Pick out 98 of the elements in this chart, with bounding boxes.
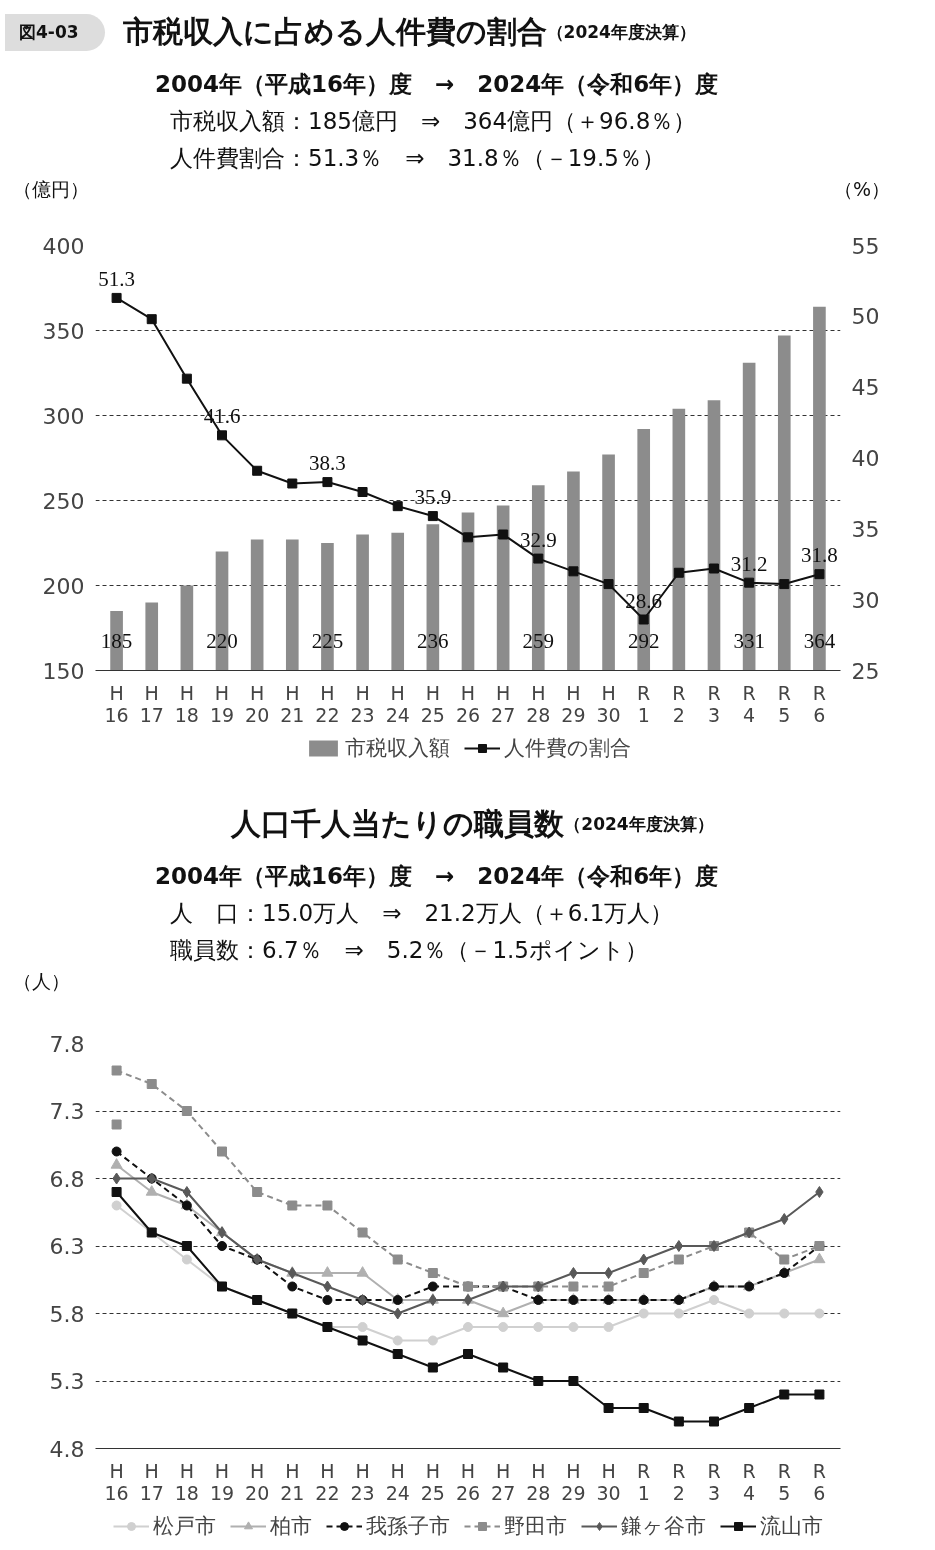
data-label: 220 — [206, 628, 238, 653]
data-label: 259 — [522, 628, 555, 653]
data-label: 31.8 — [801, 543, 838, 568]
x-tick-label: H 24 — [385, 681, 410, 726]
data-label: 236 — [417, 628, 449, 653]
text: 市税収入額：185億円 ⇒ 364億円（＋96.8％） — [170, 106, 698, 136]
x-tick-label: H 30 — [596, 1459, 621, 1504]
x-tick-label: H 18 — [174, 681, 199, 726]
text: 職員数：6.7％ ⇒ 5.2％（－1.5ポイント） — [170, 935, 649, 965]
data-label: 292 — [627, 628, 660, 653]
y2-axis-title: （%） — [833, 177, 890, 203]
caption: 図4-03 — [5, 14, 105, 51]
x-tick-label: H 23 — [350, 681, 375, 726]
y-axis-title: （億円） — [13, 177, 89, 203]
y2-tick-label: 35 — [851, 516, 880, 542]
legend-label: 人件費の割合 — [503, 735, 631, 762]
y2-tick-label: 50 — [851, 304, 880, 330]
y-tick-label: 150 — [42, 658, 85, 684]
y-tick-label: 4.8 — [49, 1436, 85, 1462]
chart-subtitle: （2024年度決算） — [564, 814, 714, 835]
x-tick-label: R 1 — [637, 681, 651, 726]
x-tick-label: H 19 — [209, 681, 235, 726]
text: 人件費割合：51.3％ ⇒ 31.8％（－19.5％） — [170, 143, 666, 173]
data-label: 32.9 — [519, 527, 557, 552]
data-label: 51.3 — [98, 266, 135, 291]
y-tick-label: 400 — [42, 233, 85, 259]
x-tick-label: R 6 — [812, 1459, 827, 1504]
chart-subtitle: （2024年度決算） — [546, 22, 696, 43]
y-tick-label: 350 — [42, 318, 85, 344]
y2-tick-label: 45 — [851, 375, 880, 401]
x-tick-label: H 22 — [315, 681, 340, 726]
data-label: 38.3 — [309, 451, 346, 476]
x-tick-label: R 5 — [777, 1459, 791, 1504]
y-tick-label: 6.8 — [49, 1166, 85, 1192]
chart-title: 人口千人当たりの職員数 — [231, 806, 565, 841]
y-tick-label: 7.3 — [49, 1099, 85, 1124]
chart-title: 市税収入に占める人件費の割合 — [122, 14, 547, 49]
x-tick-label: H 20 — [245, 1459, 270, 1504]
y2-tick-label: 30 — [851, 587, 880, 613]
x-tick-label: H 16 — [104, 681, 129, 726]
data-label: 185 — [100, 628, 133, 653]
x-tick-label: H 27 — [491, 681, 516, 726]
x-tick-label: H 26 — [455, 681, 481, 726]
x-tick-label: H 27 — [491, 1459, 516, 1504]
y-tick-label: 7.8 — [49, 1031, 85, 1057]
x-tick-label: R 6 — [812, 681, 827, 726]
x-tick-label: H 25 — [420, 1459, 445, 1504]
data-label: 331 — [733, 628, 765, 653]
x-tick-label: H 25 — [420, 681, 445, 726]
x-tick-label: H 29 — [561, 1459, 586, 1504]
x-tick-label: R 2 — [672, 1459, 686, 1504]
x-tick-label: H 24 — [385, 1459, 410, 1504]
x-tick-label: H 26 — [455, 1459, 481, 1504]
x-tick-label: H 21 — [280, 1459, 305, 1504]
x-tick-label: H 16 — [104, 1459, 129, 1504]
x-tick-label: H 30 — [596, 681, 621, 726]
x-tick-label: H 29 — [561, 681, 586, 726]
legend-label: 松戸市 — [152, 1513, 216, 1540]
x-tick-label: H 28 — [526, 1459, 551, 1504]
legend-label: 市税収入額 — [344, 735, 450, 762]
text: 2004年（平成16年）度 → 2024年（令和6年）度 — [155, 69, 720, 99]
x-tick-label: R 4 — [742, 1459, 756, 1504]
data-label: 35.9 — [414, 485, 452, 510]
x-tick-label: H 19 — [209, 1459, 235, 1504]
x-tick-label: R 3 — [707, 681, 721, 726]
x-tick-label: H 22 — [315, 1459, 340, 1504]
x-tick-label: R 5 — [777, 681, 791, 726]
y-tick-label: 300 — [42, 403, 85, 429]
legend-label: 鎌ヶ谷市 — [620, 1513, 706, 1540]
x-tick-label: H 20 — [245, 681, 270, 726]
legend-label: 流山市 — [759, 1513, 823, 1540]
x-tick-label: H 23 — [350, 1459, 375, 1504]
data-label: 31.2 — [730, 551, 768, 576]
x-tick-label: R 3 — [707, 1459, 721, 1504]
x-tick-label: H 17 — [139, 681, 164, 726]
legend-label: 柏市 — [269, 1513, 312, 1540]
x-tick-label: R 2 — [672, 681, 686, 726]
y2-tick-label: 55 — [851, 233, 880, 259]
data-label: 364 — [803, 628, 836, 653]
y2-tick-label: 40 — [851, 446, 880, 471]
legend-label: 野田市 — [503, 1513, 567, 1540]
x-tick-label: H 28 — [526, 681, 551, 726]
text: 2004年（平成16年）度 → 2024年（令和6年）度 — [155, 861, 720, 891]
x-tick-label: H 17 — [139, 1459, 164, 1504]
x-tick-label: H 21 — [280, 681, 305, 726]
x-tick-label: R 1 — [637, 1459, 651, 1504]
x-tick-label: H 18 — [174, 1459, 199, 1504]
y-tick-label: 5.3 — [49, 1369, 85, 1394]
y2-tick-label: 25 — [851, 658, 880, 684]
y-tick-label: 200 — [42, 573, 85, 599]
y-tick-label: 6.3 — [49, 1234, 85, 1259]
data-label: 225 — [311, 628, 344, 653]
legend-label: 我孫子市 — [365, 1513, 450, 1540]
y-axis-title: （人） — [13, 969, 70, 995]
text: 人 口：15.0万人 ⇒ 21.2万人（＋6.1万人） — [170, 898, 675, 928]
y-tick-label: 250 — [42, 488, 85, 514]
x-tick-label: R 4 — [742, 681, 756, 726]
y-tick-label: 5.8 — [49, 1301, 85, 1327]
